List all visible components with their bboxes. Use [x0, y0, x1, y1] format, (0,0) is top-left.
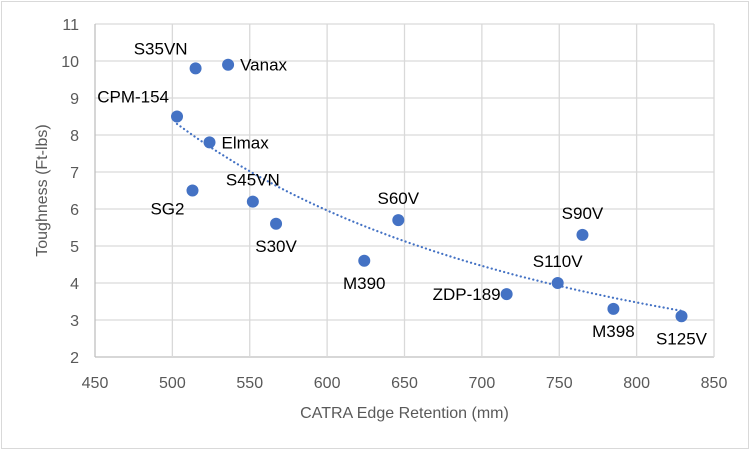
trendline [175, 122, 683, 312]
data-label: S30V [255, 237, 297, 256]
data-labels: CPM-154 S35VN Vanax Elmax SG2 S45VN S30V M390 S6… [97, 39, 707, 348]
x-tick-label: 750 [546, 375, 573, 392]
data-label: SG2 [150, 200, 184, 219]
data-point [270, 217, 283, 230]
y-tick-label: 2 [70, 350, 79, 367]
y-tick-label: 5 [70, 239, 79, 256]
y-tick-label: 6 [70, 202, 79, 219]
x-tick-label: 850 [701, 375, 728, 392]
data-label: S45VN [226, 171, 280, 190]
x-tick-label: 650 [391, 375, 418, 392]
data-label: Vanax [240, 56, 287, 75]
data-label: M390 [343, 274, 386, 293]
data-point [171, 110, 184, 123]
y-tick-label: 10 [61, 54, 79, 71]
y-tick-label: 11 [62, 17, 79, 34]
data-point [222, 58, 235, 71]
data-point [203, 136, 216, 149]
data-label: CPM-154 [97, 88, 169, 107]
data-label: S60V [378, 189, 420, 208]
data-label: Elmax [222, 133, 270, 152]
data-label: S35VN [134, 39, 188, 58]
y-tick-label: 4 [70, 276, 79, 293]
x-tick-label: 450 [82, 375, 109, 392]
data-point [576, 228, 589, 241]
x-axis-ticks: 450 500 550 600 650 700 750 800 850 [82, 375, 728, 392]
data-point [186, 184, 199, 197]
data-label: M398 [592, 322, 635, 341]
data-label: S110V [533, 252, 583, 271]
data-point [500, 288, 513, 301]
data-point [392, 214, 405, 227]
gridlines [94, 23, 715, 358]
data-point [358, 254, 371, 267]
data-point [675, 310, 688, 323]
y-axis-title: Toughness (Ft-lbs) [34, 124, 51, 257]
data-label: S125V [656, 329, 708, 348]
x-axis-title: CATRA Edge Retention (mm) [300, 405, 509, 422]
data-points [171, 58, 688, 323]
y-axis-ticks: 2 3 4 5 6 7 8 9 10 11 [61, 17, 79, 367]
x-tick-label: 700 [469, 375, 496, 392]
data-label: S90V [562, 204, 604, 223]
y-tick-label: 8 [70, 128, 79, 145]
y-tick-label: 3 [70, 313, 79, 330]
x-tick-label: 550 [236, 375, 263, 392]
data-point [246, 195, 259, 208]
data-point [607, 302, 620, 315]
data-label: ZDP-189 [433, 285, 501, 304]
data-point [551, 277, 564, 289]
x-tick-label: 600 [314, 375, 341, 392]
y-tick-label: 9 [70, 91, 79, 108]
x-tick-label: 500 [159, 375, 186, 392]
x-tick-label: 800 [623, 375, 650, 392]
data-point [189, 62, 202, 75]
y-tick-label: 7 [70, 165, 79, 182]
